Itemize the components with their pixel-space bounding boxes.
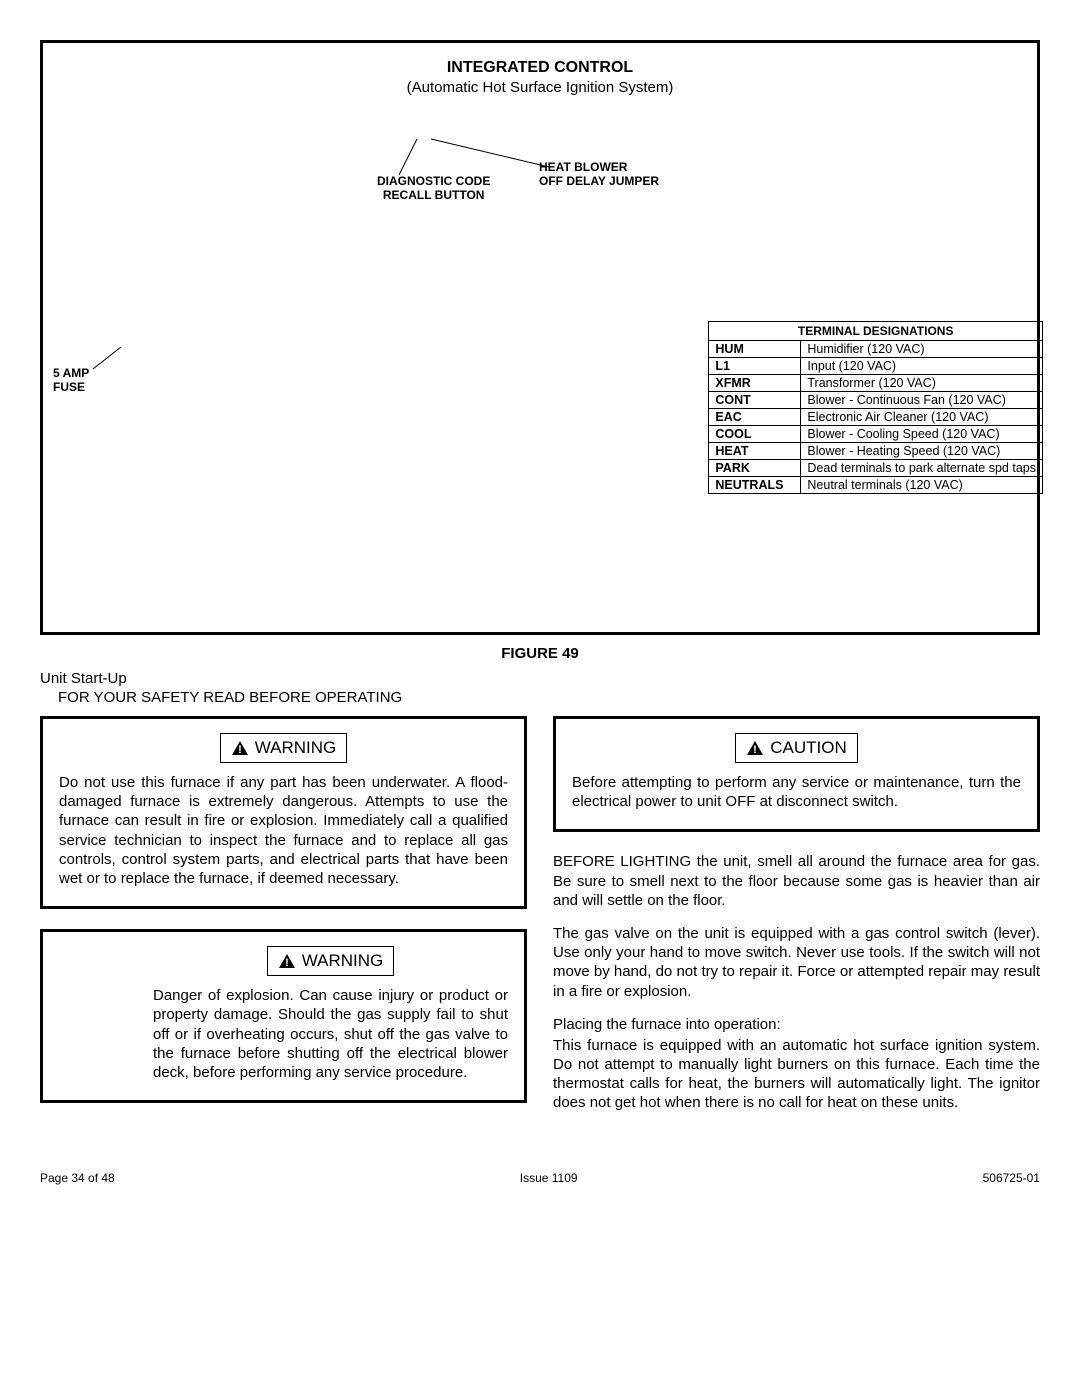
pointer-diag — [395, 139, 419, 177]
warning-badge: ! WARNING — [220, 733, 348, 763]
section-heading-2: FOR YOUR SAFETY READ BEFORE OPERATING — [40, 689, 1040, 706]
warning-icon: ! — [746, 740, 764, 756]
figure-frame: INTEGRATED CONTROL (Automatic Hot Surfac… — [40, 40, 1040, 635]
svg-text:!: ! — [238, 744, 242, 756]
warning-icon: ! — [231, 740, 249, 756]
table-row: NEUTRALSNeutral terminals (120 VAC) — [709, 477, 1043, 494]
warning-box-2: ! WARNING Danger of explosion. Can cause… — [40, 929, 527, 1103]
warning-label: WARNING — [255, 738, 337, 758]
table-row: PARKDead terminals to park alternate spd… — [709, 460, 1043, 477]
table-row: EACElectronic Air Cleaner (120 VAC) — [709, 409, 1043, 426]
footer-right: 506725-01 — [983, 1171, 1040, 1185]
table-row: COOLBlower - Cooling Speed (120 VAC) — [709, 426, 1043, 443]
caution-box: ! CAUTION Before attempting to perform a… — [553, 716, 1040, 832]
figure-subtitle: (Automatic Hot Surface Ignition System) — [61, 79, 1019, 96]
columns: ! WARNING Do not use this furnace if any… — [40, 716, 1040, 1127]
svg-text:!: ! — [753, 744, 757, 756]
pointer-fuse — [93, 345, 123, 369]
footer-left: Page 34 of 48 — [40, 1171, 115, 1185]
body-p1: BEFORE LIGHTING the unit, smell all arou… — [553, 852, 1040, 910]
footer-center: Issue 1109 — [520, 1171, 578, 1185]
label-fuse: 5 AMP FUSE — [53, 367, 89, 395]
table-row: HUMHumidifier (120 VAC) — [709, 341, 1043, 358]
svg-text:!: ! — [285, 957, 289, 969]
terminal-table: TERMINAL DESIGNATIONS HUMHumidifier (120… — [708, 321, 1043, 494]
table-row: HEATBlower - Heating Speed (120 VAC) — [709, 443, 1043, 460]
caution-text: Before attempting to perform any service… — [572, 773, 1021, 811]
figure-caption: FIGURE 49 — [40, 645, 1040, 662]
pointer-heat — [431, 139, 551, 169]
table-row: L1Input (120 VAC) — [709, 358, 1043, 375]
warning-text-1: Do not use this furnace if any part has … — [59, 773, 508, 888]
warning-badge: ! WARNING — [267, 946, 395, 976]
figure-title: INTEGRATED CONTROL — [61, 59, 1019, 77]
warning-icon: ! — [278, 953, 296, 969]
caution-label: CAUTION — [770, 738, 847, 758]
warning-text-2: Danger of explosion. Can cause injury or… — [153, 986, 508, 1082]
body-p2: The gas valve on the unit is equipped wi… — [553, 924, 1040, 1001]
warning-label: WARNING — [302, 951, 384, 971]
body-p4: This furnace is equipped with an automat… — [553, 1036, 1040, 1113]
footer: Page 34 of 48 Issue 1109 506725-01 — [40, 1171, 1040, 1185]
table-row: XFMRTransformer (120 VAC) — [709, 375, 1043, 392]
left-column: ! WARNING Do not use this furnace if any… — [40, 716, 527, 1127]
warning-box-1: ! WARNING Do not use this furnace if any… — [40, 716, 527, 909]
section-heading-1: Unit Start-Up — [40, 670, 1040, 687]
right-column: ! CAUTION Before attempting to perform a… — [553, 716, 1040, 1127]
terminal-table-header: TERMINAL DESIGNATIONS — [709, 322, 1043, 341]
caution-badge: ! CAUTION — [735, 733, 858, 763]
label-diag: DIAGNOSTIC CODE RECALL BUTTON — [377, 175, 490, 203]
body-p3: Placing the furnace into operation: — [553, 1015, 1040, 1034]
table-row: CONTBlower - Continuous Fan (120 VAC) — [709, 392, 1043, 409]
label-heat: HEAT BLOWER OFF DELAY JUMPER — [539, 161, 659, 189]
